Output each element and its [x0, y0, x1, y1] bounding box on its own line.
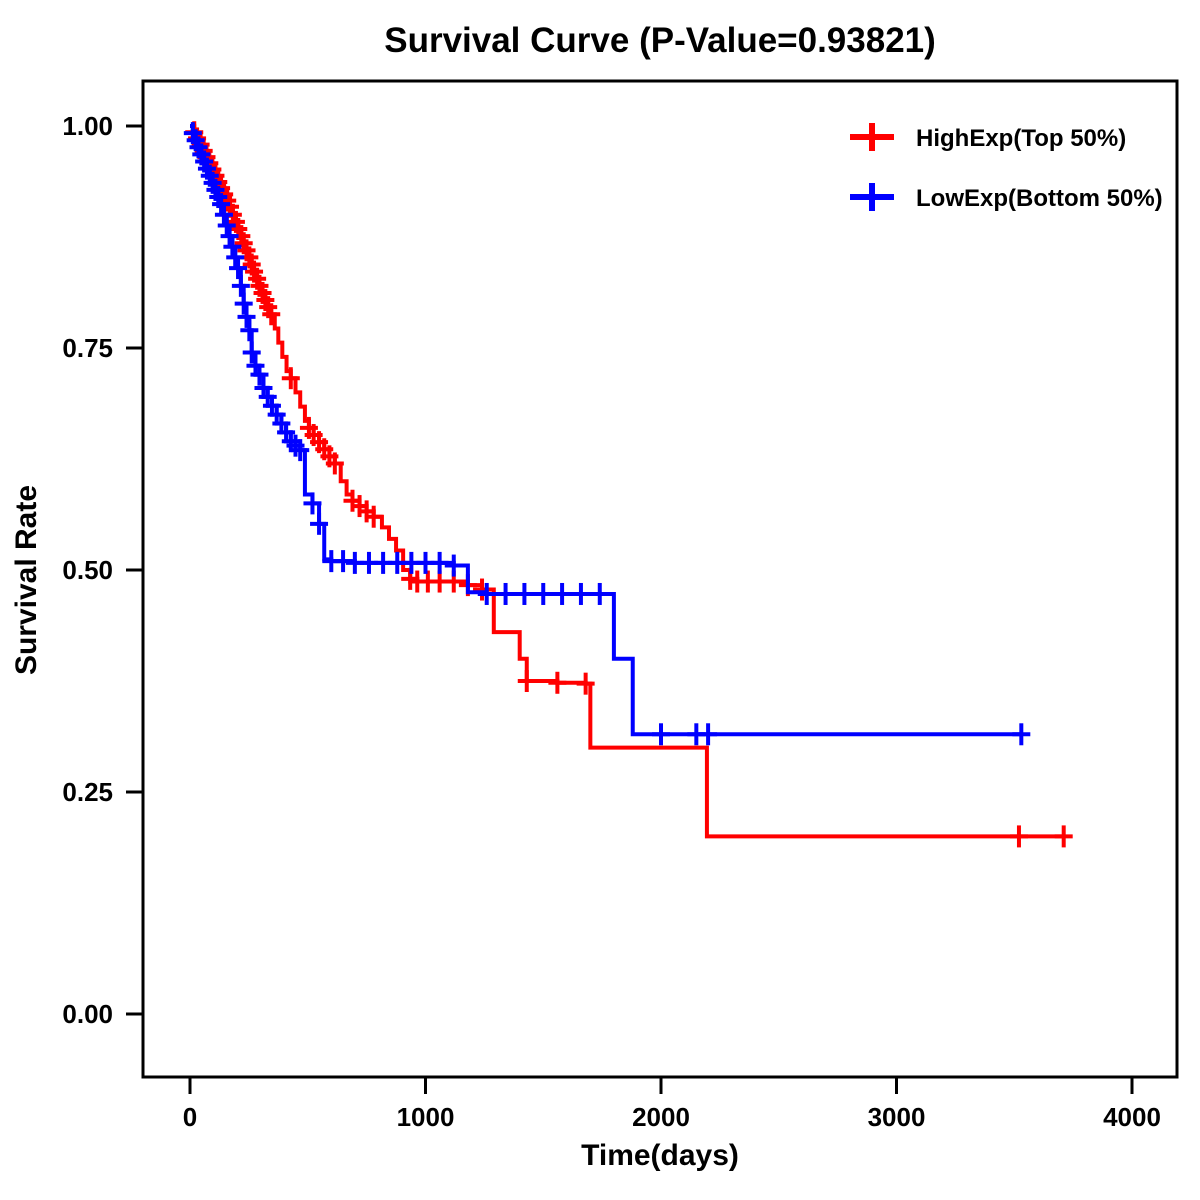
- y-tick-label: 0.75: [62, 333, 113, 363]
- legend-label: LowExp(Bottom 50%): [916, 185, 1163, 212]
- x-axis-title: Time(days): [581, 1139, 739, 1172]
- series-layer: [183, 121, 1073, 848]
- y-tick-label: 1.00: [62, 111, 113, 141]
- x-tick-label: 3000: [868, 1102, 926, 1132]
- y-tick-label: 0.00: [62, 999, 113, 1029]
- y-axis-ticks: 0.00 0.25 0.50 0.75 1.00: [62, 111, 143, 1029]
- x-tick-label: 2000: [632, 1102, 690, 1132]
- series-0: [185, 121, 1073, 848]
- x-tick-label: 4000: [1103, 1102, 1161, 1132]
- legend-item-0[interactable]: HighExp(Top 50%): [850, 123, 1126, 152]
- legend-item-1[interactable]: LowExp(Bottom 50%): [850, 183, 1163, 212]
- x-tick-label: 1000: [397, 1102, 455, 1132]
- chart-legend: HighExp(Top 50%) LowExp(Bottom 50%): [850, 123, 1163, 212]
- y-tick-label: 0.50: [62, 555, 113, 585]
- legend-label: HighExp(Top 50%): [916, 125, 1126, 152]
- x-tick-label: 0: [183, 1102, 197, 1132]
- censor-marks: [183, 122, 1031, 746]
- y-tick-label: 0.25: [62, 777, 113, 807]
- chart-title: Survival Curve (P-Value=0.93821): [384, 21, 936, 60]
- x-axis-ticks: 0 1000 2000 3000 4000: [183, 1077, 1161, 1132]
- series-1: [183, 122, 1031, 746]
- y-axis-title: Survival Rate: [10, 485, 43, 675]
